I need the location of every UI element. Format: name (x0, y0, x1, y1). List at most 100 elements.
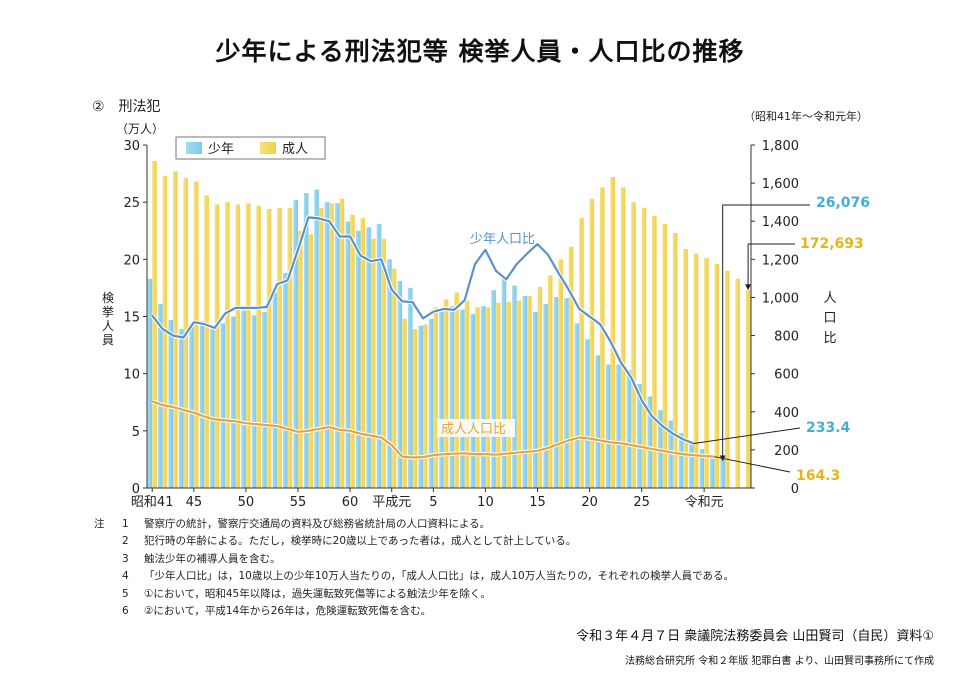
adult-bar (329, 203, 334, 488)
left-tick-label: 0 (132, 482, 140, 497)
juvenile-bar (626, 370, 632, 488)
left-tick-label: 30 (123, 139, 140, 154)
juvenile-bar (168, 319, 174, 488)
callout-adult-count: 172,693 (800, 236, 864, 252)
adult-bar (277, 207, 282, 488)
adult-bar (412, 329, 418, 488)
x-tick-label: 5 (429, 495, 437, 510)
juvenile-bar (709, 454, 715, 488)
adult-bar (245, 203, 251, 488)
juvenile-bar (564, 298, 569, 488)
legend-label-adult: 成人 (282, 142, 308, 157)
adult-bar (558, 259, 563, 488)
juvenile-bar (387, 259, 392, 488)
juvenile-bar (720, 458, 725, 488)
juvenile-bar (491, 290, 496, 488)
x-tick-label: 昭和41 (131, 495, 174, 510)
right-axis-title-char: 人 (823, 291, 836, 306)
adult-bar (422, 324, 428, 488)
adult-bar (152, 161, 157, 489)
juvenile-bar (241, 310, 246, 488)
juvenile-bar (210, 329, 215, 488)
juvenile-bar (449, 306, 455, 488)
legend-swatch-juvenile (186, 142, 202, 154)
juvenile-bar (407, 287, 413, 488)
adult-bar (745, 290, 751, 488)
right-tick-label: 1,400 (762, 215, 799, 230)
right-tick-label: 1,000 (762, 291, 799, 306)
note-text: 犯行時の年齢による。ただし，検挙時に20歳以上であった者は，成人として計上してい… (144, 535, 577, 548)
note-item: 4 「少年人口比」は，10歳以上の少年10万人当たりの，「成人人口比」は，成人10… (94, 568, 734, 585)
footer-source-line: 令和３年４月７日 衆議院法務委員会 山田賢司（自民）資料① (576, 629, 934, 644)
adult-bar (308, 234, 313, 488)
adult-bar (350, 214, 355, 488)
juvenile-bar (647, 396, 653, 488)
juvenile-bar (595, 355, 600, 488)
legend-swatch-adult (260, 142, 276, 154)
juvenile-bar (418, 325, 423, 488)
note-item: 2 犯行時の年齢による。ただし，検挙時に20歳以上であった者は，成人として計上して… (94, 533, 734, 550)
adult-bar (589, 198, 595, 488)
juvenile-bar (147, 278, 153, 488)
juvenile-bar (574, 323, 580, 488)
note-number: 6 (122, 605, 129, 618)
juvenile-bar (251, 315, 257, 488)
left-axis-title-char: 員 (102, 333, 114, 347)
adult-bar (652, 215, 657, 489)
axis-layer: 0 5 10 15 20 25 30 0 200 400 600 800 1,000 1,200 1,400… (102, 122, 837, 510)
note-text: ②において，平成14年から26年は，危険運転致死傷を含む。 (144, 605, 432, 618)
x-tick-label: 15 (529, 495, 546, 510)
left-tick-label: 25 (123, 196, 140, 211)
adult-bar (266, 209, 272, 488)
note-number: 5 (122, 587, 129, 600)
x-tick-label: 60 (342, 495, 359, 510)
juvenile-bar (428, 318, 434, 488)
right-tick-label: 200 (774, 444, 799, 459)
callout-adult-rate: 164.3 (796, 468, 840, 484)
x-tick-label: 平成元 (372, 495, 411, 510)
adult-rate-line (151, 400, 715, 459)
callout-line-juvenile-count (719, 204, 810, 462)
adult-bar (287, 207, 293, 488)
adult-bar (683, 249, 688, 488)
juvenile-bar (460, 309, 465, 488)
adult-bar (433, 307, 438, 488)
juvenile-bar (355, 230, 361, 488)
x-tick-label: 45 (186, 495, 203, 510)
page-title: 少年による刑法犯等 検挙人員・人口比の推移 (215, 37, 745, 66)
note-text: 触法少年の補導人員を含む。 (144, 552, 281, 565)
x-tick-label: 25 (633, 495, 650, 510)
adult-bar (631, 202, 636, 488)
juvenile-bar (532, 311, 538, 488)
x-tick-label: 55 (290, 495, 307, 510)
note-number: 1 (122, 518, 129, 530)
line-layer (150, 215, 715, 460)
juvenile-bar (314, 189, 319, 488)
adult-bar (568, 246, 574, 488)
juvenile-bar (158, 303, 163, 488)
juvenile-rate-label: 少年人口比 (470, 232, 535, 247)
juvenile-bar (324, 202, 330, 488)
juvenile-bar (283, 273, 288, 488)
note-number: 4 (122, 570, 129, 583)
legend-label-juvenile: 少年 (208, 142, 234, 157)
adult-bar (547, 275, 553, 488)
adult-bar (370, 238, 376, 488)
juvenile-bar (335, 203, 340, 488)
left-tick-label: 20 (123, 253, 140, 268)
juvenile-bar (585, 339, 590, 488)
callout-juvenile-rate: 233.4 (806, 420, 851, 436)
right-tick-label: 1,200 (762, 253, 799, 268)
bar-layer (147, 161, 751, 489)
adult-bar (506, 301, 511, 488)
note-number: 3 (122, 552, 129, 565)
juvenile-bar (543, 303, 548, 488)
right-tick-label: 1,600 (762, 177, 799, 192)
note-text: ①において，昭和45年以降は，過失運転致死傷等による触法少年を除く。 (144, 587, 491, 600)
juvenile-bar (553, 297, 559, 488)
adult-bar (485, 307, 491, 488)
juvenile-bar (189, 325, 194, 488)
adult-rate-label-bg (437, 419, 515, 437)
juvenile-bar (616, 364, 621, 488)
